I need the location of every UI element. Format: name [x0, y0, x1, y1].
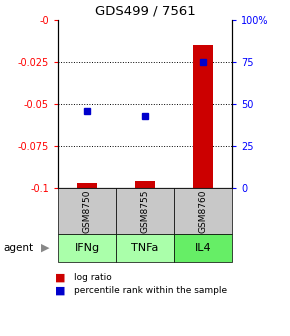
Text: agent: agent: [3, 243, 33, 253]
Text: TNFa: TNFa: [131, 243, 159, 253]
Bar: [135, 181, 155, 188]
Text: GSM8750: GSM8750: [82, 189, 92, 233]
Text: ■: ■: [55, 272, 66, 282]
Bar: [77, 183, 97, 188]
Text: ▶: ▶: [41, 243, 49, 253]
Text: ■: ■: [55, 286, 66, 296]
Text: GSM8760: GSM8760: [198, 189, 208, 233]
Bar: [193, 45, 213, 188]
Text: IFNg: IFNg: [75, 243, 99, 253]
Text: IL4: IL4: [195, 243, 211, 253]
Text: GSM8755: GSM8755: [140, 189, 150, 233]
Text: percentile rank within the sample: percentile rank within the sample: [74, 286, 227, 295]
Text: log ratio: log ratio: [74, 273, 112, 282]
Title: GDS499 / 7561: GDS499 / 7561: [95, 5, 195, 17]
